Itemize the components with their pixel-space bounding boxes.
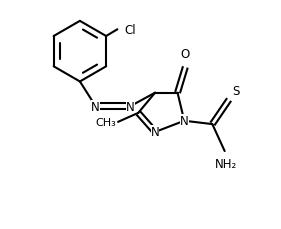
Text: O: O — [181, 48, 190, 61]
Text: NH₂: NH₂ — [215, 157, 237, 170]
Text: Cl: Cl — [124, 24, 136, 37]
Text: N: N — [180, 115, 189, 128]
Text: N: N — [126, 100, 135, 113]
Text: CH₃: CH₃ — [95, 117, 116, 127]
Text: N: N — [91, 100, 100, 113]
Text: N: N — [151, 126, 159, 139]
Text: S: S — [232, 85, 240, 98]
